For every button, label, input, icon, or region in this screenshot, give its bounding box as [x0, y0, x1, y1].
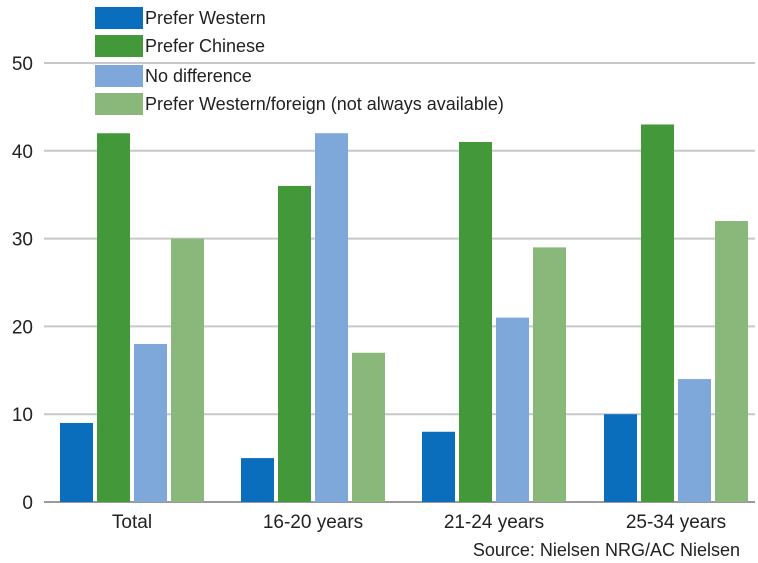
- bar-0-2: [134, 343, 167, 502]
- bars: [60, 124, 748, 503]
- x-tick-label: 25-34 years: [626, 512, 726, 533]
- y-tick-label: 30: [12, 230, 33, 251]
- x-axis-tick-labels: Total 16-20 years 21-24 years 25-34 years: [112, 512, 726, 533]
- y-tick-label: 20: [12, 317, 33, 338]
- x-tick-label: 16-20 years: [263, 512, 363, 533]
- y-tick-label: 0: [22, 493, 33, 514]
- legend-label: Prefer Western: [145, 8, 266, 28]
- legend-swatch: [95, 7, 143, 29]
- bar-1-1: [278, 185, 311, 503]
- y-axis-tick-labels: 0 10 20 30 40 50: [12, 54, 33, 514]
- bar-2-2: [496, 317, 529, 502]
- legend-swatch: [95, 65, 143, 87]
- bar-2-0: [422, 431, 455, 502]
- x-tick-label: 21-24 years: [444, 512, 544, 533]
- bar-3-0: [604, 414, 637, 502]
- bar-3-2: [678, 379, 711, 502]
- legend-label: Prefer Chinese: [145, 36, 265, 56]
- legend-swatch: [95, 93, 143, 115]
- bar-2-3: [533, 247, 566, 502]
- bar-3-1: [641, 124, 674, 503]
- legend-label: No difference: [145, 66, 252, 86]
- bar-2-1: [459, 142, 492, 502]
- bar-0-1: [97, 133, 130, 503]
- x-tick-label: Total: [112, 512, 152, 533]
- bar-1-3: [352, 352, 385, 502]
- bar-1-0: [241, 458, 274, 502]
- legend-label: Prefer Western/foreign (not always avail…: [145, 94, 504, 114]
- bar-0-0: [60, 422, 93, 502]
- bar-3-3: [715, 221, 748, 503]
- y-tick-label: 50: [12, 54, 33, 75]
- y-tick-label: 40: [12, 142, 33, 163]
- y-tick-label: 10: [12, 405, 33, 426]
- legend: Prefer Western Prefer Chinese No differenc…: [95, 7, 504, 115]
- source-note: Source: Nielsen NRG/AC Nielsen: [473, 540, 740, 560]
- bar-0-3: [171, 238, 204, 502]
- legend-swatch: [95, 35, 143, 57]
- bar-1-2: [315, 133, 348, 503]
